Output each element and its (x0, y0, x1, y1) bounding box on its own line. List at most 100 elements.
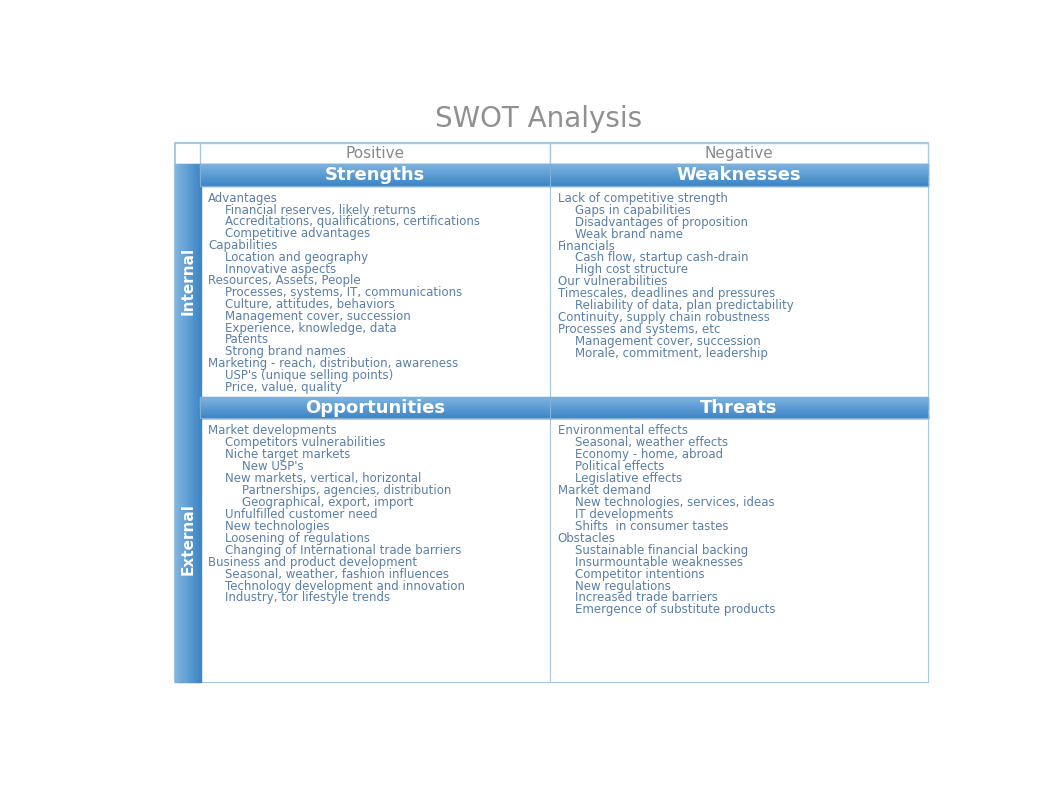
Bar (182, 164, 184, 397)
Text: Business and product development: Business and product development (208, 555, 417, 569)
Text: Opportunities: Opportunities (304, 399, 445, 417)
Bar (201, 414, 550, 415)
Text: Strong brand names: Strong brand names (225, 345, 345, 358)
Bar (201, 404, 550, 405)
Bar (195, 397, 197, 682)
Bar (201, 177, 550, 178)
Bar (550, 401, 928, 402)
Text: Innovative aspects: Innovative aspects (225, 262, 336, 276)
Bar (550, 164, 928, 165)
Bar (201, 170, 550, 171)
Bar (177, 164, 180, 397)
Bar (201, 164, 550, 186)
Bar (550, 181, 928, 182)
Bar (201, 404, 550, 406)
Bar (550, 403, 928, 404)
Bar (176, 164, 178, 397)
Bar (550, 165, 928, 166)
Bar (191, 164, 193, 397)
Bar (180, 164, 181, 397)
Text: Weaknesses: Weaknesses (676, 166, 801, 184)
Bar (550, 174, 928, 175)
Bar (550, 182, 928, 183)
Text: USP's (unique selling points): USP's (unique selling points) (225, 369, 394, 382)
Bar (201, 180, 550, 182)
Bar (550, 407, 928, 408)
Bar (183, 164, 185, 397)
Text: Location and geography: Location and geography (225, 250, 369, 264)
Text: Partnerships, agencies, distribution: Partnerships, agencies, distribution (243, 484, 452, 497)
Bar (550, 165, 928, 166)
Bar (201, 173, 550, 174)
Bar (550, 180, 928, 181)
Bar (201, 167, 550, 168)
Bar (201, 165, 550, 166)
Bar (550, 175, 928, 176)
Bar (550, 171, 928, 173)
Bar (189, 164, 191, 397)
Bar (201, 401, 550, 402)
Bar (201, 409, 550, 410)
Bar (193, 397, 194, 682)
Bar (177, 397, 180, 682)
Text: Advantages: Advantages (208, 192, 278, 205)
Bar (201, 412, 550, 413)
Bar (201, 408, 550, 409)
Bar (550, 180, 928, 182)
Text: Internal: Internal (181, 246, 195, 315)
Text: New technologies, services, ideas: New technologies, services, ideas (574, 496, 774, 509)
Bar (201, 180, 550, 181)
Text: Morale, commitment, leadership: Morale, commitment, leadership (574, 347, 768, 360)
Text: New regulations: New regulations (574, 580, 670, 592)
Bar (201, 414, 550, 415)
Bar (201, 415, 550, 416)
Bar (550, 400, 928, 401)
Bar (201, 413, 550, 414)
Bar (550, 418, 928, 682)
Bar (201, 182, 550, 183)
Text: Legislative effects: Legislative effects (574, 472, 681, 485)
Bar (550, 416, 928, 417)
Bar (550, 179, 928, 180)
Bar (201, 183, 550, 185)
Bar (201, 405, 550, 406)
Bar (201, 416, 550, 417)
Bar (550, 411, 928, 412)
Text: Cash flow, startup cash-drain: Cash flow, startup cash-drain (574, 251, 748, 265)
Bar (200, 397, 201, 682)
Bar (201, 183, 550, 184)
Bar (550, 179, 928, 180)
Bar (201, 168, 550, 170)
Text: Increased trade barriers: Increased trade barriers (574, 592, 717, 604)
Bar (201, 185, 550, 186)
Bar (201, 182, 550, 183)
Text: Disadvantages of proposition: Disadvantages of proposition (574, 216, 748, 228)
Bar (550, 409, 928, 410)
Bar (201, 164, 550, 165)
Text: Patents: Patents (225, 333, 269, 346)
Text: Negative: Negative (705, 146, 773, 161)
Bar (201, 176, 550, 177)
Bar (201, 165, 550, 166)
Bar (550, 398, 928, 399)
Bar (182, 397, 184, 682)
Text: Resources, Assets, People: Resources, Assets, People (208, 274, 360, 288)
Bar (550, 176, 928, 177)
Bar (190, 397, 192, 682)
Text: Sustainable financial backing: Sustainable financial backing (574, 544, 748, 557)
Bar (201, 409, 550, 410)
Bar (190, 164, 192, 397)
Bar (550, 409, 928, 410)
Text: Financials: Financials (558, 239, 615, 253)
Bar (201, 402, 550, 403)
Bar (550, 412, 928, 413)
Bar (550, 412, 928, 413)
Bar (200, 164, 201, 397)
Bar (194, 164, 195, 397)
Bar (188, 397, 189, 682)
Bar (188, 164, 189, 397)
Bar (201, 174, 550, 175)
Bar (201, 168, 550, 169)
Bar (550, 169, 928, 170)
Bar (175, 143, 928, 682)
